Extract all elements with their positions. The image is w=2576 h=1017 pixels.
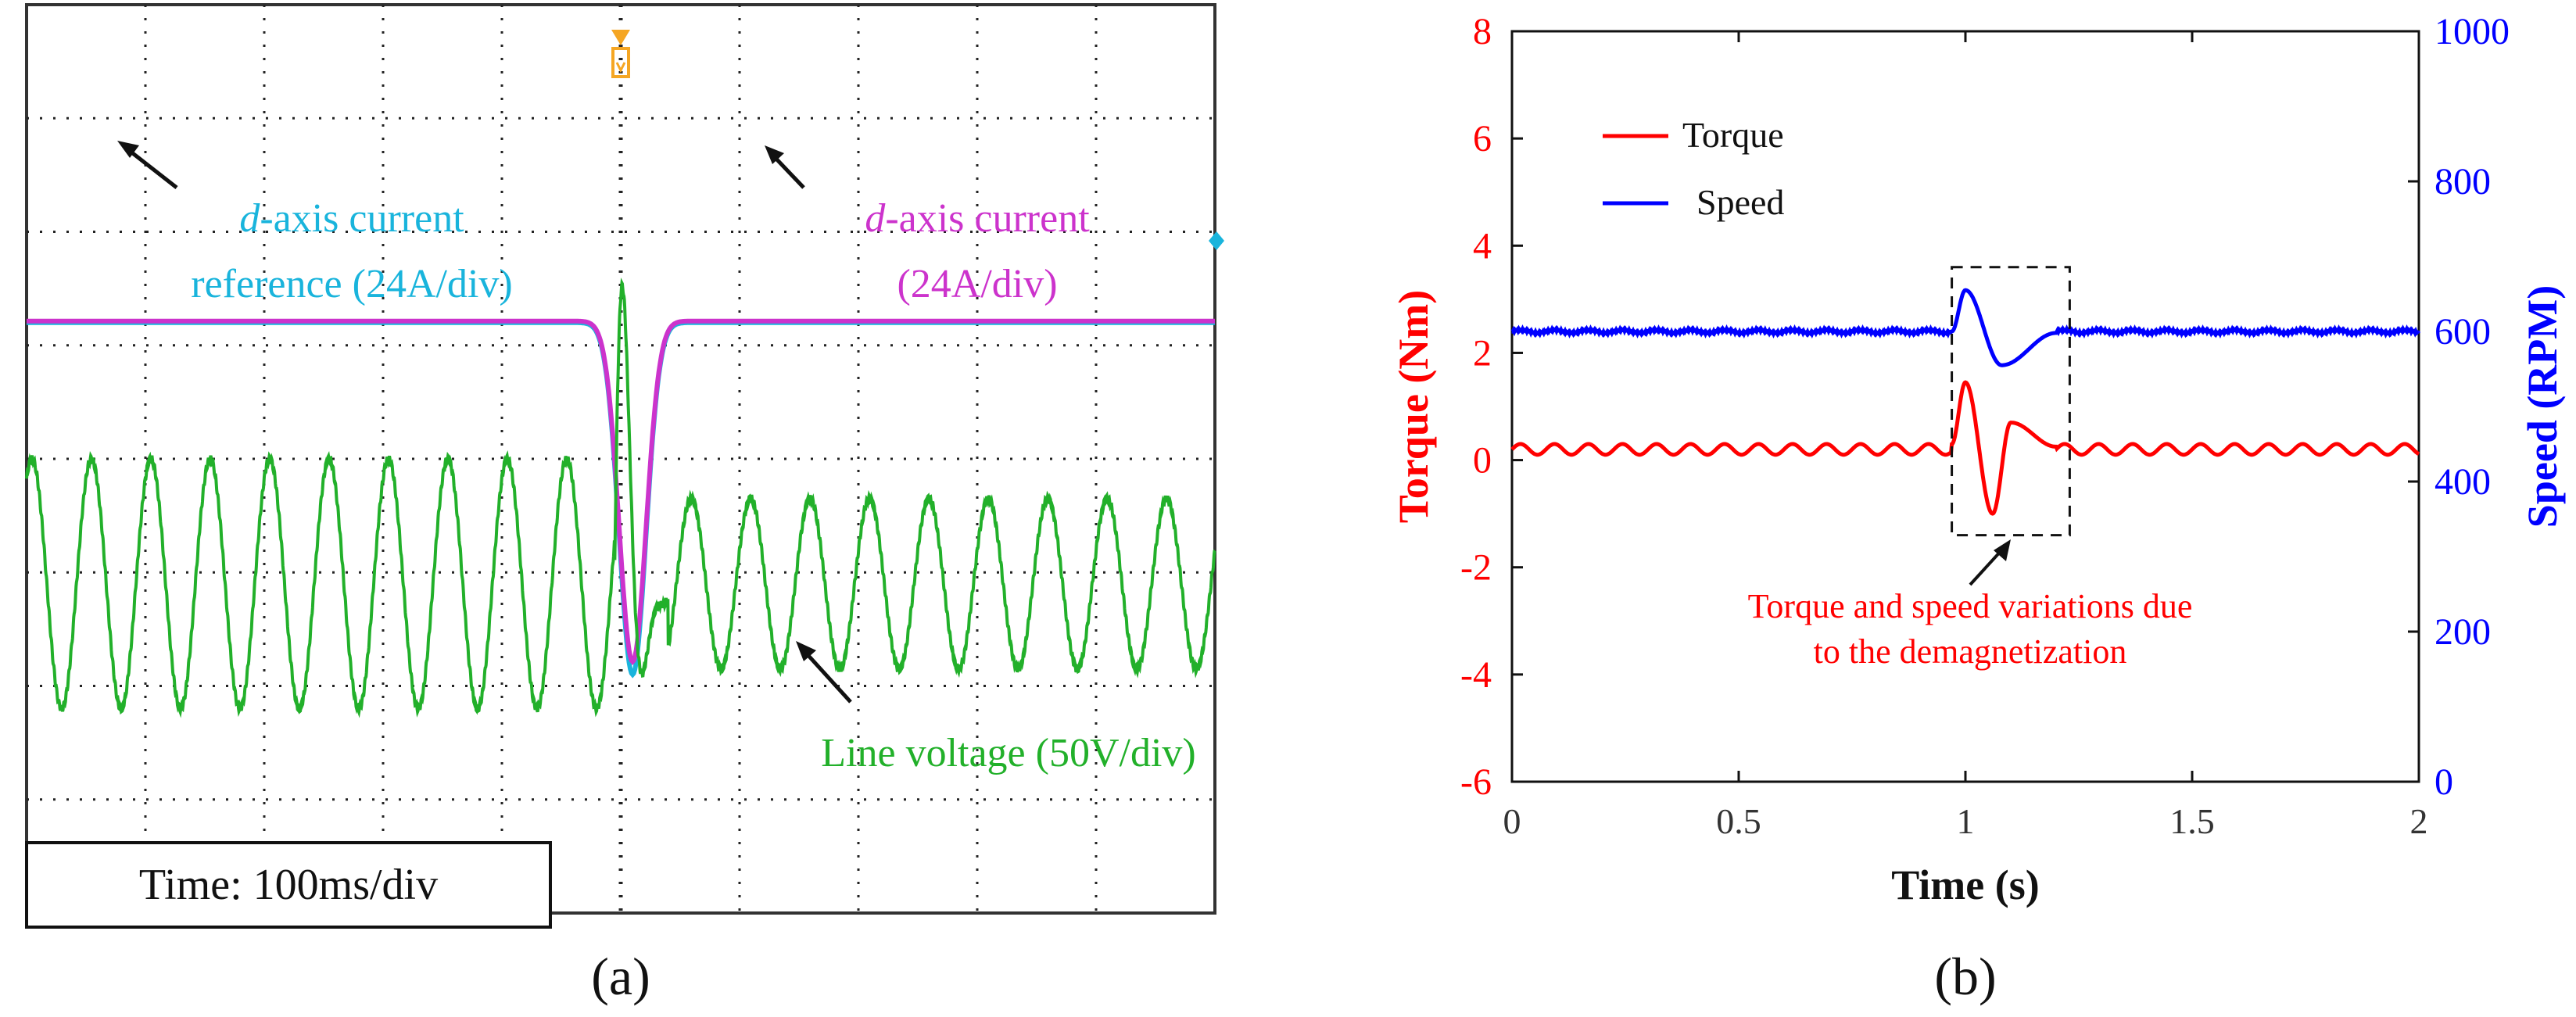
scope-grid [27,5,1215,913]
legend-torque-label: Torque [1682,115,1784,155]
dref-annotation-text: -axis current [260,196,464,241]
d-annotation-prefix: d [865,196,886,241]
plot-frame-b [1510,30,2420,783]
y-right-tick-label: 400 [2434,461,2491,503]
scope-traces [25,278,1216,718]
dref-annotation-prefix: d [239,196,260,241]
annotation-b-line1: Torque and speed variations due [1748,587,2193,625]
d-annotation-text: -axis current [885,196,1090,241]
annotation-arrow-b [1969,539,2011,586]
y-right-tick-label: 800 [2434,161,2491,202]
y-axis-left-label: Torque (Nm) [1390,290,1437,524]
annotation-b-line2: to the demagnetization [1814,632,2127,671]
y-left-tick-label: 2 [1473,332,1492,374]
d-annotation-line1: d-axis current [865,196,1090,241]
x-tick-label: 2 [2410,801,2428,841]
line-voltage-trace [25,278,1216,718]
voltage-annotation: Line voltage (50V/div) [821,731,1195,775]
speed-series-line [1510,288,2421,367]
y-left-tick-label: 8 [1473,11,1492,52]
x-tick-label: 1.5 [2169,801,2215,841]
d-annotation-line2: (24A/div) [897,262,1057,306]
demagnetization-highlight-box [1951,266,2071,537]
panel-a-label: (a) [591,947,650,1006]
x-tick-label: 0 [1503,801,1521,841]
dref-annotation-line1: d-axis current [239,196,464,241]
y-right-tick-label: 200 [2434,611,2491,653]
trigger-marker-icon [611,30,630,78]
d-axis-current-trace [27,318,1215,666]
torque-series-line [1510,380,2420,516]
x-axis-label: Time (s) [1891,861,2039,908]
time-scale-box [25,841,552,929]
legend-speed-label: Speed [1696,182,1784,222]
y-axis-right-label: Speed (RPM) [2519,285,2566,528]
y-left-tick-label: -6 [1460,761,1492,803]
y-left-tick-label: -2 [1460,547,1492,589]
y-left-tick-label: 0 [1473,440,1492,482]
y-left-tick-label: 4 [1473,225,1492,267]
x-tick-label: 1 [1957,801,1975,841]
y-right-tick-label: 0 [2434,761,2453,803]
channel-marker-icon [1209,231,1224,250]
y-right-tick-label: 600 [2434,311,2491,353]
time-scale-label: Time: 100ms/div [139,861,438,909]
y-right-tick-label: 1000 [2434,11,2510,52]
series-b [1510,288,2421,516]
y-left-tick-label: 6 [1473,118,1492,159]
y-left-tick-label: -4 [1460,654,1492,696]
dref-annotation-line2: reference (24A/div) [191,262,512,306]
panel-a-oscilloscope: d-axis current reference (24A/div) d-axi… [25,3,1224,1006]
annotation-arrows-a [117,141,852,704]
legend-b: Torque Speed [1603,115,1784,222]
x-tick-label: 0.5 [1716,801,1761,841]
panel-b-label: (b) [1934,947,1996,1006]
